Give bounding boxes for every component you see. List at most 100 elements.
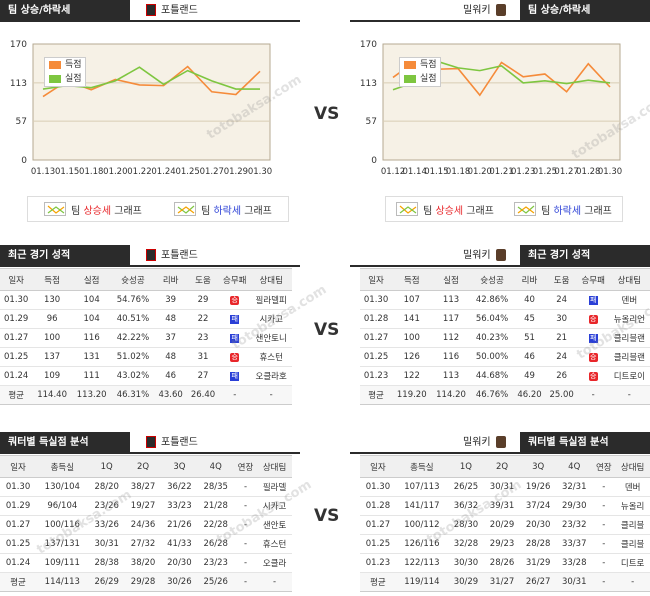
cell-q3: 21/26 bbox=[161, 515, 198, 535]
y-tick-label: 0 bbox=[21, 156, 27, 166]
cell-reb: 48 bbox=[154, 347, 187, 367]
cell-opp: 113 bbox=[431, 366, 471, 386]
cell-date: 01.24 bbox=[0, 366, 33, 386]
cell-date: 01.25 bbox=[0, 347, 33, 367]
cell-tot: 96/104 bbox=[36, 496, 89, 516]
quarter-header-right: 밀워키 쿼터별 득실점 분석 bbox=[350, 432, 650, 454]
cell-date: 01.29 bbox=[0, 309, 33, 329]
legend-uptrend: 팀 상승세 그래프 bbox=[396, 202, 494, 217]
cell-ot: - bbox=[233, 496, 258, 516]
cell-q4: 26/28 bbox=[197, 534, 234, 554]
average-row: 평균 119.20 114.20 46.76% 46.20 25.00- - bbox=[360, 385, 650, 405]
cell-ot: - bbox=[233, 477, 258, 497]
x-tick-label: 01.25 bbox=[533, 167, 557, 177]
avg-ast: 26.40 bbox=[186, 385, 220, 405]
avg-q2: 31/27 bbox=[484, 572, 521, 592]
column-header: 리바 bbox=[154, 268, 187, 291]
cell-tot: 122/113 bbox=[395, 553, 448, 573]
table-row: 01.27 100 112 40.23% 51 21 패 클리블랜 bbox=[360, 328, 650, 348]
cell-reb: 45 bbox=[513, 309, 546, 329]
table-row: 01.25 126/116 32/28 29/23 28/28 33/37- 클리블 bbox=[360, 534, 650, 554]
column-header: 득점 bbox=[392, 268, 432, 291]
column-header: 슛성공 bbox=[470, 268, 514, 291]
column-header: 도움 bbox=[186, 268, 220, 291]
y-tick-label: 170 bbox=[360, 40, 377, 50]
loss-badge: 패 bbox=[588, 296, 598, 305]
x-tick-label: 01.20 bbox=[103, 167, 127, 177]
cell-reb: 40 bbox=[513, 290, 546, 310]
cell-date: 01.23 bbox=[360, 553, 396, 573]
result-cell: 패 bbox=[219, 366, 251, 386]
avg-q2: 29/28 bbox=[124, 572, 162, 592]
cell-opp: 104 bbox=[71, 290, 112, 310]
cell-fg: 54.76% bbox=[111, 290, 155, 310]
avg-q4: 30/31 bbox=[556, 572, 593, 592]
cell-q3: 28/28 bbox=[520, 534, 557, 554]
cell-date: 01.30 bbox=[360, 290, 393, 310]
cell-fg: 50.00% bbox=[470, 347, 514, 367]
y-tick-label: 0 bbox=[371, 156, 377, 166]
column-header: 리바 bbox=[513, 268, 546, 291]
column-header: 2Q bbox=[484, 455, 521, 478]
cell-pts: 141 bbox=[392, 309, 432, 329]
column-header: 3Q bbox=[520, 455, 557, 478]
avg-pts: 119.20 bbox=[392, 385, 432, 405]
column-header: 일자 bbox=[360, 455, 396, 478]
cell-ot: - bbox=[233, 534, 258, 554]
cell-q2: 30/31 bbox=[484, 477, 521, 497]
cell-ot: - bbox=[592, 477, 616, 497]
cell-ast: 23 bbox=[186, 328, 220, 348]
cell-ast: 24 bbox=[545, 290, 578, 310]
cell-q4: 33/28 bbox=[556, 553, 593, 573]
cell-team: 휴스턴 bbox=[257, 534, 292, 554]
column-header: 실점 bbox=[71, 268, 112, 291]
column-header: 4Q bbox=[556, 455, 593, 478]
column-header: 4Q bbox=[197, 455, 234, 478]
result-cell: 패 bbox=[577, 290, 609, 310]
uptrend-icon bbox=[396, 202, 419, 216]
avg-fg: 46.76% bbox=[470, 385, 514, 405]
table-row: 01.28 141 117 56.04% 45 30 승 뉴올리언 bbox=[360, 309, 650, 329]
loss-badge: 패 bbox=[230, 315, 240, 324]
quarter-header-left: 쿼터별 득실점 분석 포틀랜드 bbox=[0, 432, 300, 454]
cell-opp: 111 bbox=[71, 366, 112, 386]
cell-team: 클리블 bbox=[615, 534, 650, 554]
cell-team: 필라델 bbox=[257, 477, 292, 497]
cell-date: 01.27 bbox=[0, 515, 37, 535]
x-tick-label: 01.28 bbox=[576, 167, 600, 177]
column-header: 일자 bbox=[360, 268, 393, 291]
avg-q1: 26/29 bbox=[88, 572, 125, 592]
cell-q4: 33/37 bbox=[556, 534, 593, 554]
cell-q2: 39/31 bbox=[484, 496, 521, 516]
team-name-left: 포틀랜드 bbox=[146, 248, 198, 264]
column-header: 1Q bbox=[447, 455, 484, 478]
cell-q2: 19/27 bbox=[124, 496, 162, 516]
cell-fg: 43.02% bbox=[111, 366, 155, 386]
avg-label: 평균 bbox=[360, 385, 393, 405]
cell-reb: 49 bbox=[513, 366, 546, 386]
cell-reb: 37 bbox=[154, 328, 187, 348]
cell-opponent: 디트로이 bbox=[608, 366, 650, 386]
cell-q3: 37/24 bbox=[520, 496, 557, 516]
milwaukee-logo-icon bbox=[495, 249, 506, 261]
legend-downtrend: 팀 하락세 그래프 bbox=[174, 202, 272, 217]
avg-team: - bbox=[608, 385, 650, 405]
cell-ast: 29 bbox=[186, 290, 220, 310]
average-row: 평균 114.40 113.20 46.31% 43.60 26.40- - bbox=[0, 385, 292, 405]
cell-reb: 51 bbox=[513, 328, 546, 348]
vs-label-2: VS bbox=[314, 320, 340, 340]
win-badge: 승 bbox=[230, 353, 240, 362]
win-badge: 승 bbox=[588, 353, 598, 362]
cell-tot: 107/113 bbox=[395, 477, 448, 497]
cell-ot: - bbox=[592, 553, 616, 573]
legend-allowed: 실점 bbox=[45, 72, 85, 86]
trend-chart-right: 05711317001.1201.1401.1501.1801.2001.210… bbox=[360, 40, 622, 177]
cell-pts: 107 bbox=[392, 290, 432, 310]
cell-fg: 44.68% bbox=[470, 366, 514, 386]
cell-team: 샌안토 bbox=[257, 515, 292, 535]
section-title: 쿼터별 득실점 분석 bbox=[520, 432, 650, 454]
column-header: 도움 bbox=[545, 268, 578, 291]
cell-team: 오클라 bbox=[257, 553, 292, 573]
cell-opp: 104 bbox=[71, 309, 112, 329]
avg-opp: 114.20 bbox=[431, 385, 471, 405]
